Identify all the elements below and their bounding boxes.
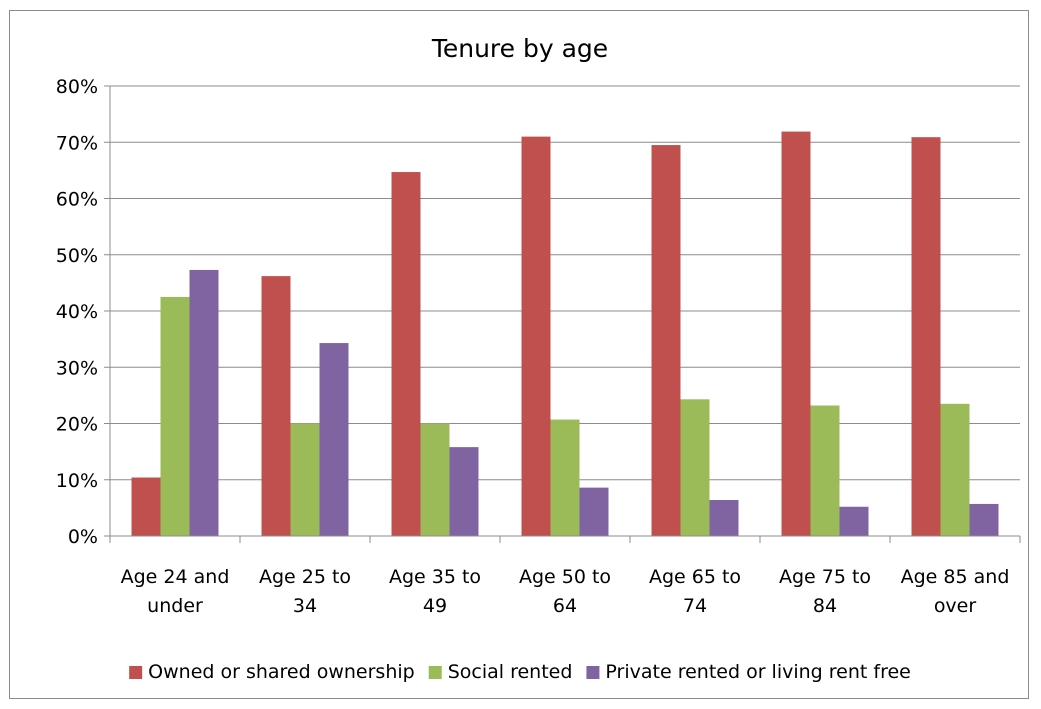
legend-swatch xyxy=(129,666,143,679)
y-axis-ticks: 0% 10% 20% 30% 40% 50% 60% 70% 80% xyxy=(56,76,110,548)
x-category-label: Age 35 to xyxy=(389,566,481,588)
x-category-label: 74 xyxy=(683,595,707,617)
bar xyxy=(420,423,450,536)
x-category-label: Age 85 and xyxy=(901,566,1010,588)
bar xyxy=(131,477,161,536)
chart-title: Tenure by age xyxy=(431,34,608,63)
x-category-label: 49 xyxy=(423,595,447,617)
x-category-label: Age 65 to xyxy=(649,566,741,588)
y-tick-label: 80% xyxy=(56,76,98,98)
bar xyxy=(391,172,421,536)
axes xyxy=(109,86,1021,543)
bar xyxy=(521,136,551,536)
y-tick-label: 30% xyxy=(56,357,98,379)
x-axis-categories: Age 24 and under Age 25 to 34 Age 35 to 49 Age… xyxy=(121,566,1010,617)
bar xyxy=(969,503,999,536)
bar xyxy=(189,269,219,536)
bar xyxy=(319,343,349,536)
chart-canvas: Tenure by age 0% 10% 20% 30% 40% 50% 60% 70% 80%… xyxy=(56,34,1021,683)
bar xyxy=(911,137,941,536)
y-tick-label: 50% xyxy=(56,245,98,267)
chart-frame: Tenure by age 0% 10% 20% 30% 40% 50% 60% 70% 80%… xyxy=(9,10,1029,699)
x-category-label: under xyxy=(147,595,203,617)
x-category-label: Age 25 to xyxy=(259,566,351,588)
bar xyxy=(940,403,970,536)
bar xyxy=(579,487,609,536)
x-category-label: Age 50 to xyxy=(519,566,611,588)
x-category-label: over xyxy=(934,595,977,617)
x-category-label: 84 xyxy=(813,595,837,617)
legend-label: Social rented xyxy=(448,661,573,683)
y-tick-label: 60% xyxy=(56,189,98,211)
legend-label: Owned or shared ownership xyxy=(148,661,415,683)
bar xyxy=(839,506,869,536)
legend-item: Owned or shared ownership xyxy=(129,661,415,683)
x-category-label: 34 xyxy=(293,595,317,617)
bar xyxy=(810,405,840,536)
legend: Owned or shared ownership Social rented Pr… xyxy=(129,661,911,683)
bar xyxy=(651,145,681,536)
bar xyxy=(781,131,811,536)
y-tick-label: 20% xyxy=(56,414,98,436)
legend-item: Social rented xyxy=(428,661,573,683)
legend-item: Private rented or living rent free xyxy=(586,661,911,683)
legend-swatch xyxy=(428,666,442,679)
legend-swatch xyxy=(586,666,600,679)
y-tick-label: 70% xyxy=(56,132,98,154)
legend-label: Private rented or living rent free xyxy=(605,661,910,683)
bar xyxy=(449,447,479,536)
bar xyxy=(290,423,320,536)
x-category-label: 64 xyxy=(553,595,577,617)
y-tick-label: 0% xyxy=(68,526,98,548)
bar xyxy=(550,419,580,536)
bar xyxy=(160,296,190,536)
bar xyxy=(680,399,710,536)
y-tick-label: 40% xyxy=(56,301,98,323)
x-category-label: Age 24 and xyxy=(121,566,230,588)
bar xyxy=(709,500,739,536)
bars xyxy=(131,131,999,536)
bar xyxy=(261,276,291,536)
y-tick-label: 10% xyxy=(56,470,98,492)
x-category-label: Age 75 to xyxy=(779,566,871,588)
